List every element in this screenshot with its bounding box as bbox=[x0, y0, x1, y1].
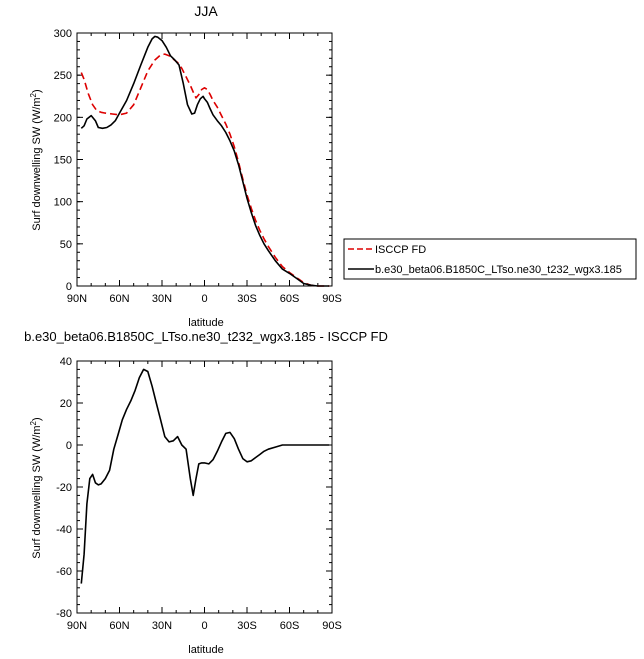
bottom-y-axis-title-sup: 2 bbox=[29, 420, 38, 425]
bottom-y-tick-label: -60 bbox=[56, 566, 72, 578]
top-x-tick-label: 30S bbox=[237, 293, 257, 305]
top-series-line-1 bbox=[80, 35, 330, 287]
top-y-axis-title-sup: 2 bbox=[29, 92, 38, 97]
bottom-x-axis-title: latitude bbox=[188, 644, 223, 656]
bottom-chart-title: b.e30_beta06.B1850C_LTso.ne30_t232_wgx3.… bbox=[24, 329, 388, 344]
top-x-tick-label: 60S bbox=[280, 293, 300, 305]
bottom-y-tick-label: -40 bbox=[56, 524, 72, 536]
top-y-tick-label: 200 bbox=[54, 112, 72, 124]
top-x-tick-label: 90S bbox=[322, 293, 342, 305]
top-series-line-0 bbox=[80, 53, 330, 287]
bottom-y-axis-title: Surf downwelling SW (W/m2) bbox=[29, 417, 43, 558]
bottom-y-tick-label: 40 bbox=[60, 356, 72, 368]
top-y-axis-title-end: ) bbox=[31, 89, 43, 93]
top-y-tick-label: 150 bbox=[54, 155, 72, 167]
legend: ISCCP FD b.e30_beta06.B1850C_LTso.ne30_t… bbox=[343, 238, 637, 280]
top-y-tick-label: 100 bbox=[54, 197, 72, 209]
bottom-x-tick-label: 30S bbox=[237, 620, 257, 632]
top-y-axis-title: Surf downwelling SW (W/m2) bbox=[29, 89, 43, 230]
bottom-x-tick-label: 60N bbox=[109, 620, 129, 632]
legend-isccp-label: ISCCP FD bbox=[375, 244, 426, 256]
bottom-x-tick-label: 60S bbox=[280, 620, 300, 632]
top-y-tick-label: 250 bbox=[54, 70, 72, 82]
legend-box bbox=[343, 238, 637, 280]
top-y-tick-label: 300 bbox=[54, 28, 72, 40]
top-x-tick-label: 60N bbox=[109, 293, 129, 305]
bottom-y-tick-label: 20 bbox=[60, 398, 72, 410]
top-x-tick-label: 0 bbox=[201, 293, 207, 305]
bottom-x-tick-label: 90S bbox=[322, 620, 342, 632]
top-x-axis-title: latitude bbox=[188, 317, 223, 329]
bottom-x-tick-label: 0 bbox=[201, 620, 207, 632]
top-x-tick-label: 30N bbox=[152, 293, 172, 305]
bottom-y-tick-label: -80 bbox=[56, 608, 72, 620]
bottom-x-tick-label: 90N bbox=[67, 620, 87, 632]
legend-model-label: b.e30_beta06.B1850C_LTso.ne30_t232_wgx3.… bbox=[375, 264, 622, 276]
top-plot-area: 90N 60N 30N 0 30S 60S 90S 0 50 100 150 200 250 300 bbox=[54, 28, 342, 305]
top-y-tick-label: 50 bbox=[60, 239, 72, 251]
bottom-plot-area: 90N 60N 30N 0 30S 60S 90S -80 -60 -40 -20 0 20 40 bbox=[56, 356, 342, 632]
bottom-series-line-0 bbox=[80, 368, 330, 584]
bottom-plot-frame bbox=[76, 360, 333, 614]
bottom-y-axis-title-main: Surf downwelling SW (W/m bbox=[31, 425, 43, 558]
top-y-tick-label: 0 bbox=[66, 281, 72, 293]
bottom-x-tick-label: 30N bbox=[152, 620, 172, 632]
bottom-y-axis-title-end: ) bbox=[31, 417, 43, 421]
bottom-y-tick-label: -20 bbox=[56, 482, 72, 494]
bottom-y-tick-label: 0 bbox=[66, 440, 72, 452]
top-chart-title: JJA bbox=[194, 3, 218, 19]
top-x-tick-label: 90N bbox=[67, 293, 87, 305]
top-y-axis-title-main: Surf downwelling SW (W/m bbox=[31, 97, 43, 230]
top-plot-frame bbox=[76, 32, 333, 287]
